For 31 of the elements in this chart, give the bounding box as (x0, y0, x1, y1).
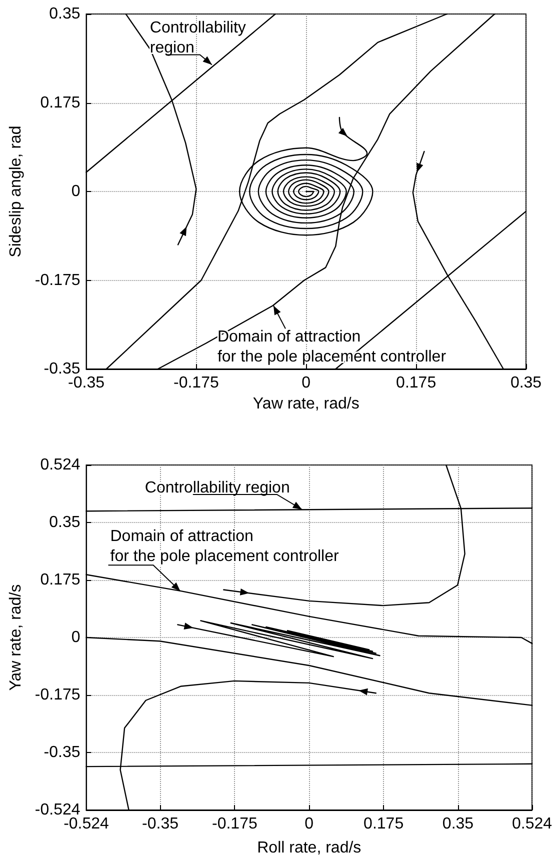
x-tick-label: 0.175 (396, 374, 436, 392)
y-tick-label: 0.35 (49, 514, 80, 531)
y-axis-title: Sideslip angle, rad (8, 126, 24, 258)
x-tick-label: 0.35 (510, 374, 542, 392)
y-tick-label: -0.35 (44, 744, 80, 762)
x-tick-label: -0.175 (174, 374, 219, 392)
y-tick-label: 0.524 (40, 456, 80, 474)
annotation: Domain of attraction for the pole placement controller (110, 528, 340, 566)
x-tick-label: 0.524 (512, 816, 552, 832)
y-tick-label: 0.175 (40, 571, 80, 588)
y-tick-label: 0 (71, 183, 80, 200)
x-tick-label: -0.175 (212, 816, 258, 832)
line-series (238, 116, 374, 236)
y-tick-label: -0.35 (44, 360, 80, 378)
x-tick-label: 0 (304, 816, 314, 832)
line-series (177, 620, 380, 660)
y-tick-label: 0 (71, 629, 80, 646)
y-tick-label: 0.175 (40, 94, 80, 112)
annotation: Controllability region (150, 20, 246, 57)
y-tick-label: -0.524 (34, 802, 80, 818)
x-axis-title: Roll rate, rad/s (257, 840, 362, 856)
y-axis-title: Yaw rate, rad/s (8, 584, 24, 691)
y-tick-label: -0.175 (34, 686, 80, 704)
x-tick-label: 0.35 (442, 816, 474, 832)
x-tick-label: -0.35 (142, 816, 179, 832)
y-tick-label: 0.35 (49, 6, 80, 22)
x-tick-label: 0 (302, 374, 311, 392)
y-tick-label: -0.175 (34, 272, 80, 289)
x-tick-label: 0.175 (364, 816, 404, 832)
x-axis-title: Yaw rate, rad/s (252, 395, 360, 412)
annotation: Controllability region (144, 479, 290, 496)
